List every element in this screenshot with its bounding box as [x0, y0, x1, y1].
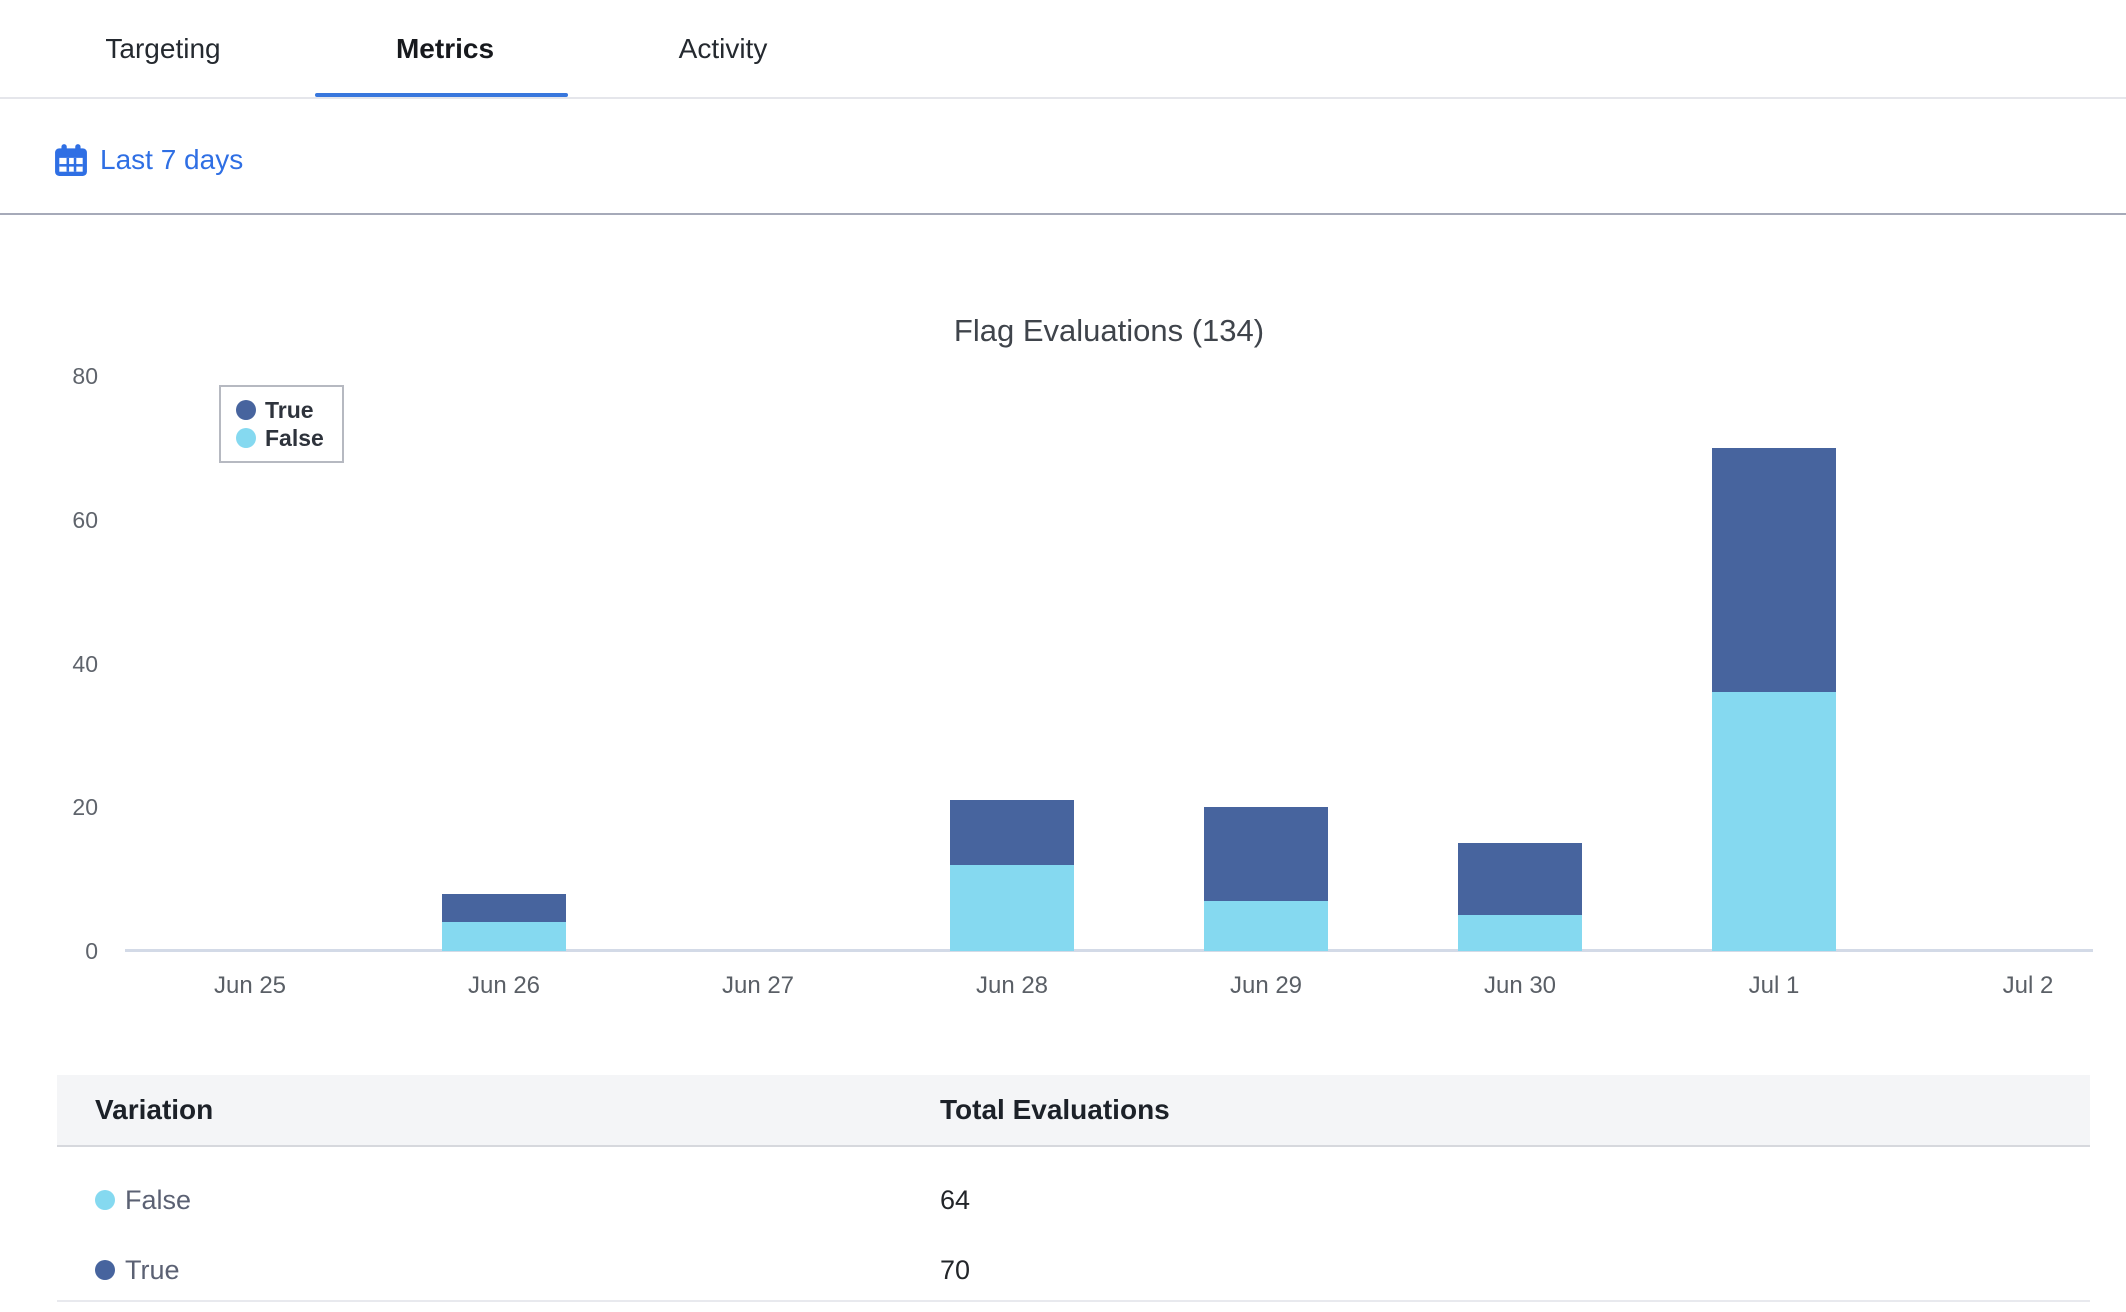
- x-label-jun-25: Jun 25: [213, 972, 287, 999]
- x-label-jun-29: Jun 29: [1229, 972, 1303, 999]
- bar-segment-false[interactable]: [1712, 692, 1836, 951]
- date-range-button[interactable]: Last 7 days: [54, 138, 243, 182]
- bar-segment-false[interactable]: [950, 864, 1074, 951]
- chart-title: Flag Evaluations (134): [953, 313, 1265, 348]
- bar-jul-1[interactable]: [1712, 447, 1836, 951]
- column-variation: Variation: [95, 1094, 214, 1125]
- bar-jun-26[interactable]: [442, 893, 566, 951]
- y-tick-60: 60: [72, 506, 98, 533]
- bar-jun-28[interactable]: [950, 800, 1074, 951]
- variation-label: True: [125, 1254, 180, 1285]
- legend-item-false[interactable]: False: [236, 425, 324, 451]
- x-label-jul-2: Jul 2: [2002, 972, 2054, 999]
- total-evaluations-value: 64: [940, 1184, 971, 1215]
- legend-dot-false: [236, 428, 256, 448]
- legend-label: False: [265, 424, 324, 451]
- legend-label: True: [265, 396, 314, 423]
- y-tick-40: 40: [72, 650, 98, 677]
- y-tick-20: 20: [72, 794, 98, 821]
- x-label-jun-26: Jun 26: [467, 972, 541, 999]
- calendar-icon: [54, 143, 88, 177]
- section-divider: [0, 213, 2126, 215]
- bar-segment-true[interactable]: [950, 800, 1074, 865]
- x-label-jul-1: Jul 1: [1748, 972, 1800, 999]
- y-tick-0: 0: [85, 938, 98, 964]
- column-total-evaluations: Total Evaluations: [940, 1094, 1170, 1125]
- bar-segment-false[interactable]: [442, 922, 566, 951]
- variation-dot-true: [95, 1260, 115, 1280]
- variation-dot-false: [95, 1190, 115, 1210]
- bar-segment-true[interactable]: [1458, 843, 1582, 916]
- bar-segment-true[interactable]: [1204, 807, 1328, 901]
- x-axis-line: [125, 949, 2093, 952]
- table-bottom-divider: [57, 1300, 2090, 1302]
- y-tick-80: 80: [72, 363, 98, 389]
- x-label-jun-28: Jun 28: [975, 972, 1049, 999]
- bar-segment-false[interactable]: [1204, 900, 1328, 951]
- tab-metrics[interactable]: Metrics: [395, 32, 495, 64]
- legend-item-true[interactable]: True: [236, 397, 324, 423]
- bar-segment-true[interactable]: [1712, 447, 1836, 693]
- legend-dot-true: [236, 400, 256, 420]
- tab-targeting[interactable]: Targeting: [105, 32, 221, 64]
- bar-jun-29[interactable]: [1204, 807, 1328, 951]
- table-row-false: False 64: [57, 1165, 2090, 1235]
- tab-activity[interactable]: Activity: [678, 32, 768, 64]
- table-header: Variation Total Evaluations: [57, 1075, 2090, 1147]
- tab-bar: Targeting Metrics Activity: [0, 0, 2126, 99]
- variation-label: False: [125, 1184, 192, 1215]
- active-tab-underline: [315, 93, 568, 97]
- bar-jun-30[interactable]: [1458, 843, 1582, 951]
- x-label-jun-27: Jun 27: [721, 972, 795, 999]
- date-range-label: Last 7 days: [100, 144, 244, 175]
- chart-legend: True False: [219, 385, 344, 463]
- bar-segment-false[interactable]: [1458, 915, 1582, 951]
- total-evaluations-value: 70: [940, 1254, 971, 1285]
- bar-segment-true[interactable]: [442, 893, 566, 923]
- table-row-true: True 70: [57, 1235, 2090, 1305]
- x-label-jun-30: Jun 30: [1483, 972, 1557, 999]
